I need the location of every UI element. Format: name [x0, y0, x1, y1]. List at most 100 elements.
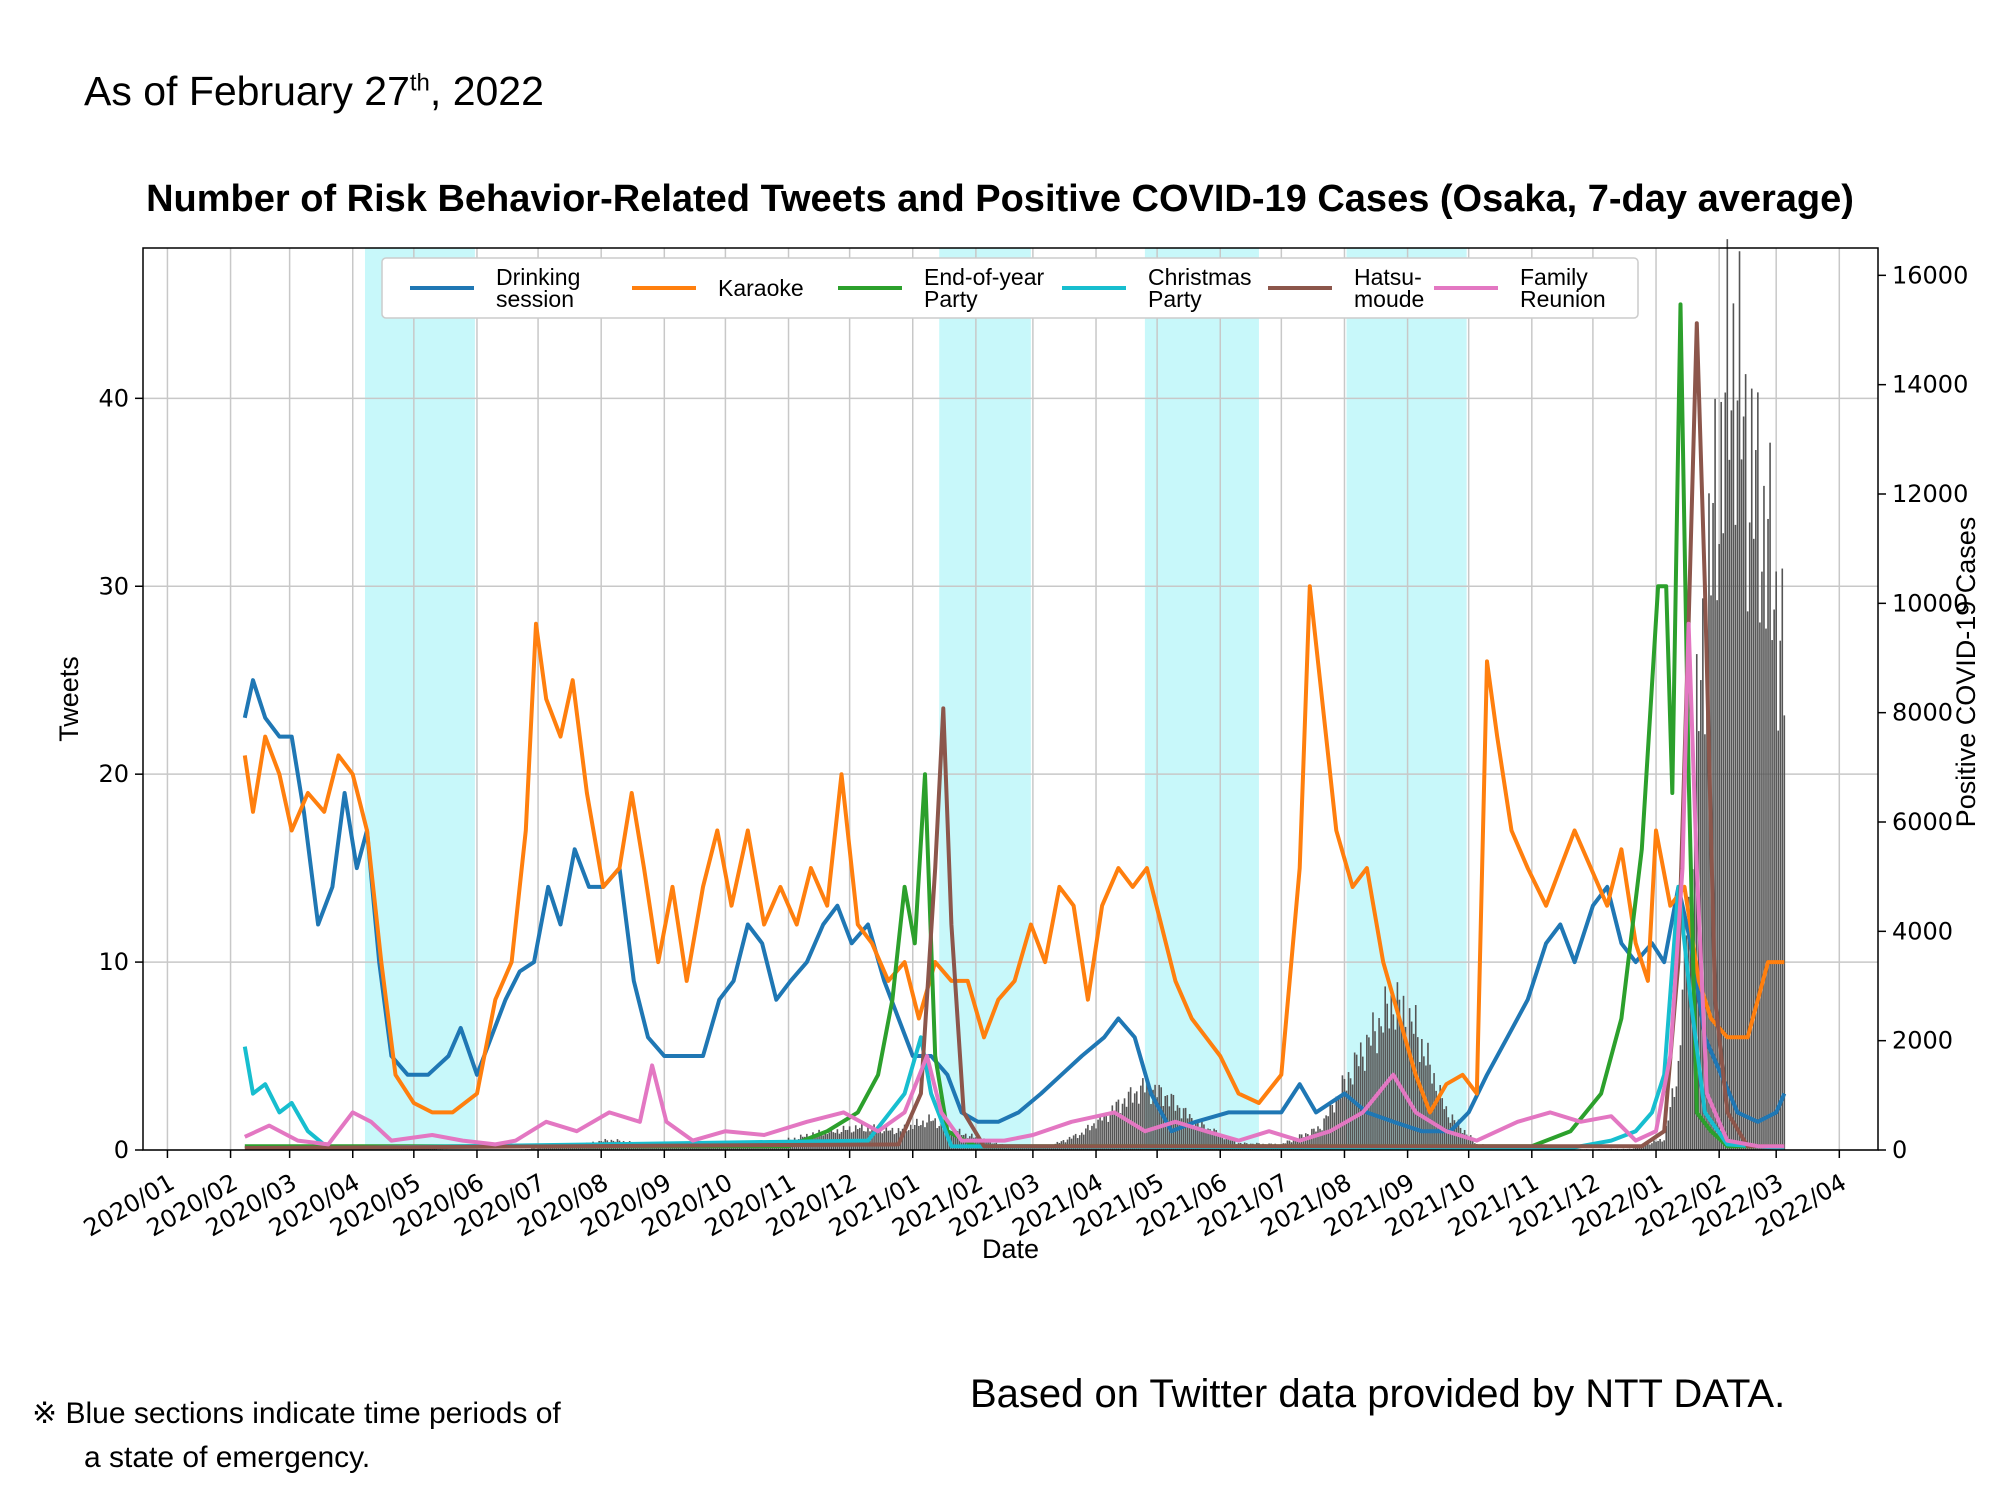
cases-bar: [1087, 1124, 1089, 1150]
chart-title: Number of Risk Behavior-Related Tweets a…: [146, 178, 1854, 220]
cases-bar: [1636, 1147, 1639, 1150]
y2-tick-label: 16000: [1892, 261, 1968, 289]
cases-bar: [1408, 1008, 1411, 1150]
cases-bar: [1419, 1061, 1421, 1150]
cases-bar: [545, 1147, 548, 1150]
as-of-ordinal: th: [409, 69, 430, 97]
cases-bar: [887, 1130, 890, 1150]
cases-bar: [1068, 1136, 1071, 1150]
cases-bar: [1730, 410, 1733, 1150]
cases-bar: [1125, 1106, 1128, 1150]
cases-bar: [1115, 1101, 1118, 1150]
cases-bar: [942, 1126, 945, 1150]
cases-bar: [1402, 995, 1405, 1150]
cases-bar: [1669, 1107, 1672, 1150]
cases-bar: [944, 1125, 947, 1150]
cases-bar: [1769, 442, 1771, 1151]
cases-bar: [1333, 1112, 1336, 1150]
legend-box: [381, 257, 1639, 319]
cases-bar: [1158, 1084, 1160, 1150]
cases-bar: [708, 1146, 710, 1150]
cases-bar: [1398, 999, 1401, 1150]
cases-bar: [1148, 1085, 1150, 1150]
cases-bar: [1313, 1128, 1315, 1150]
cases-bar: [1783, 715, 1786, 1150]
cases-bar: [913, 1124, 916, 1150]
y2-tick-label: 2000: [1892, 1027, 1953, 1055]
cases-bar: [1341, 1075, 1344, 1150]
cases-bar: [1763, 485, 1765, 1150]
cases-bar: [698, 1147, 700, 1150]
cases-bar: [1160, 1087, 1162, 1150]
cases-bar: [1142, 1078, 1144, 1150]
cases-bar: [1361, 1056, 1364, 1150]
cases-bar: [1679, 1045, 1682, 1150]
cases-bar: [1681, 989, 1684, 1150]
cases-bar: [1638, 1146, 1641, 1150]
cases-bar: [1091, 1125, 1093, 1150]
cases-bar: [1761, 571, 1763, 1150]
cases-bar: [706, 1147, 708, 1150]
cases-bar: [1645, 1145, 1647, 1150]
cases-bar: [1359, 1042, 1362, 1150]
cases-bar: [922, 1120, 924, 1150]
cases-bar: [704, 1147, 706, 1150]
cases-bar: [1463, 1129, 1466, 1150]
cases-bar: [1685, 935, 1688, 1150]
cases-bar: [1445, 1106, 1448, 1150]
cases-bar: [889, 1130, 892, 1150]
cases-bar: [1702, 598, 1704, 1150]
cases-bar: [1777, 730, 1780, 1150]
cases-bar: [1186, 1118, 1189, 1150]
cases-bar: [557, 1147, 560, 1150]
cases-bar: [1441, 1098, 1444, 1150]
cases-bar: [881, 1133, 884, 1150]
cases-bar: [1718, 544, 1720, 1150]
y-tick-label: 20: [98, 760, 129, 788]
cases-bar: [1225, 1136, 1228, 1150]
cases-bar: [1765, 628, 1767, 1150]
cases-bar: [893, 1134, 896, 1150]
cases-bar: [1370, 1045, 1372, 1150]
cases-bar: [1643, 1145, 1645, 1150]
x-axis-label: Date: [982, 1234, 1039, 1264]
cases-bar: [1331, 1105, 1334, 1150]
cases-bar: [1201, 1121, 1203, 1150]
cases-bar: [681, 1146, 684, 1150]
cases-bar: [1659, 1139, 1661, 1150]
cases-bar: [1188, 1114, 1191, 1150]
cases-bar: [1412, 1033, 1415, 1150]
cases-bar: [559, 1147, 562, 1150]
cases-bar: [871, 1129, 873, 1150]
cases-bar: [1716, 600, 1718, 1150]
cases-bar: [1427, 1042, 1429, 1150]
cases-bar: [692, 1146, 694, 1150]
cases-bar: [1109, 1112, 1112, 1150]
cases-bar: [911, 1129, 914, 1150]
plot-frame: [142, 247, 1879, 1151]
cases-bar: [950, 1131, 953, 1150]
cases-bar: [694, 1147, 696, 1150]
cases-bar: [875, 1130, 877, 1150]
legend-label: Party: [1148, 286, 1202, 312]
cases-bar: [1192, 1127, 1195, 1150]
cases-bar: [1740, 459, 1743, 1151]
cases-bar: [1755, 450, 1757, 1150]
cases-bar: [1304, 1133, 1307, 1150]
cases-bar: [1103, 1114, 1105, 1150]
cases-bar: [1180, 1118, 1183, 1150]
legend-label: Family: [1520, 264, 1588, 290]
cases-bar: [716, 1146, 719, 1150]
cases-bar: [563, 1146, 566, 1150]
cases-bar: [1319, 1128, 1321, 1150]
cases-bar: [1714, 398, 1716, 1150]
cases-bar: [1775, 571, 1777, 1150]
as-of-prefix: As of February 27: [84, 68, 410, 114]
cases-bar: [1227, 1136, 1230, 1150]
cases-bar: [539, 1148, 541, 1150]
cases-bar: [928, 1114, 930, 1150]
cases-bar: [1099, 1114, 1101, 1150]
cases-bar: [1384, 986, 1386, 1150]
